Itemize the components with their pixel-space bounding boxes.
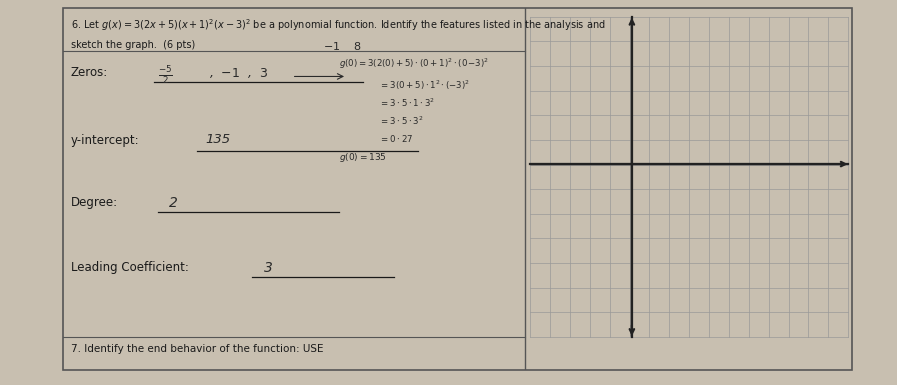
Text: Zeros:: Zeros:	[71, 65, 108, 79]
Text: $=3\cdot 5\cdot 3^2$: $=3\cdot 5\cdot 3^2$	[379, 114, 423, 127]
Text: 7. Identify the end behavior of the function: USE: 7. Identify the end behavior of the func…	[71, 344, 323, 354]
Text: 6. Let $g(x) = 3(2x+5)(x+1)^2(x-3)^2$ be a polynomial function. Identify the fea: 6. Let $g(x) = 3(2x+5)(x+1)^2(x-3)^2$ be…	[71, 17, 605, 33]
Text: 3: 3	[264, 261, 273, 275]
Text: 135: 135	[205, 132, 230, 146]
Text: $g(0)=135$: $g(0)=135$	[339, 151, 387, 164]
Text: $\frac{-5}{2}$: $\frac{-5}{2}$	[158, 64, 172, 86]
Text: 2: 2	[170, 196, 179, 210]
Text: $g(0)=3(2(0)+5)\cdot(0+1)^2\cdot(0\!-\!3)^2$: $g(0)=3(2(0)+5)\cdot(0+1)^2\cdot(0\!-\!3…	[339, 57, 489, 71]
Text: Leading Coefficient:: Leading Coefficient:	[71, 261, 188, 274]
Text: sketch the graph.  (6 pts): sketch the graph. (6 pts)	[71, 40, 195, 50]
Text: Degree:: Degree:	[71, 196, 118, 209]
Text: $-1$    $8$: $-1$ $8$	[323, 40, 362, 52]
Text: $=3(0+5)\cdot 1^2\cdot(-3)^2$: $=3(0+5)\cdot 1^2\cdot(-3)^2$	[379, 78, 470, 92]
Text: $=3\cdot 5\cdot 1\cdot 3^2$: $=3\cdot 5\cdot 1\cdot 3^2$	[379, 96, 435, 109]
Text: y-intercept:: y-intercept:	[71, 134, 139, 147]
Text: ,  $-1$  ,  $3$: , $-1$ , $3$	[209, 65, 268, 80]
Text: $=0\cdot 27$: $=0\cdot 27$	[379, 132, 413, 144]
